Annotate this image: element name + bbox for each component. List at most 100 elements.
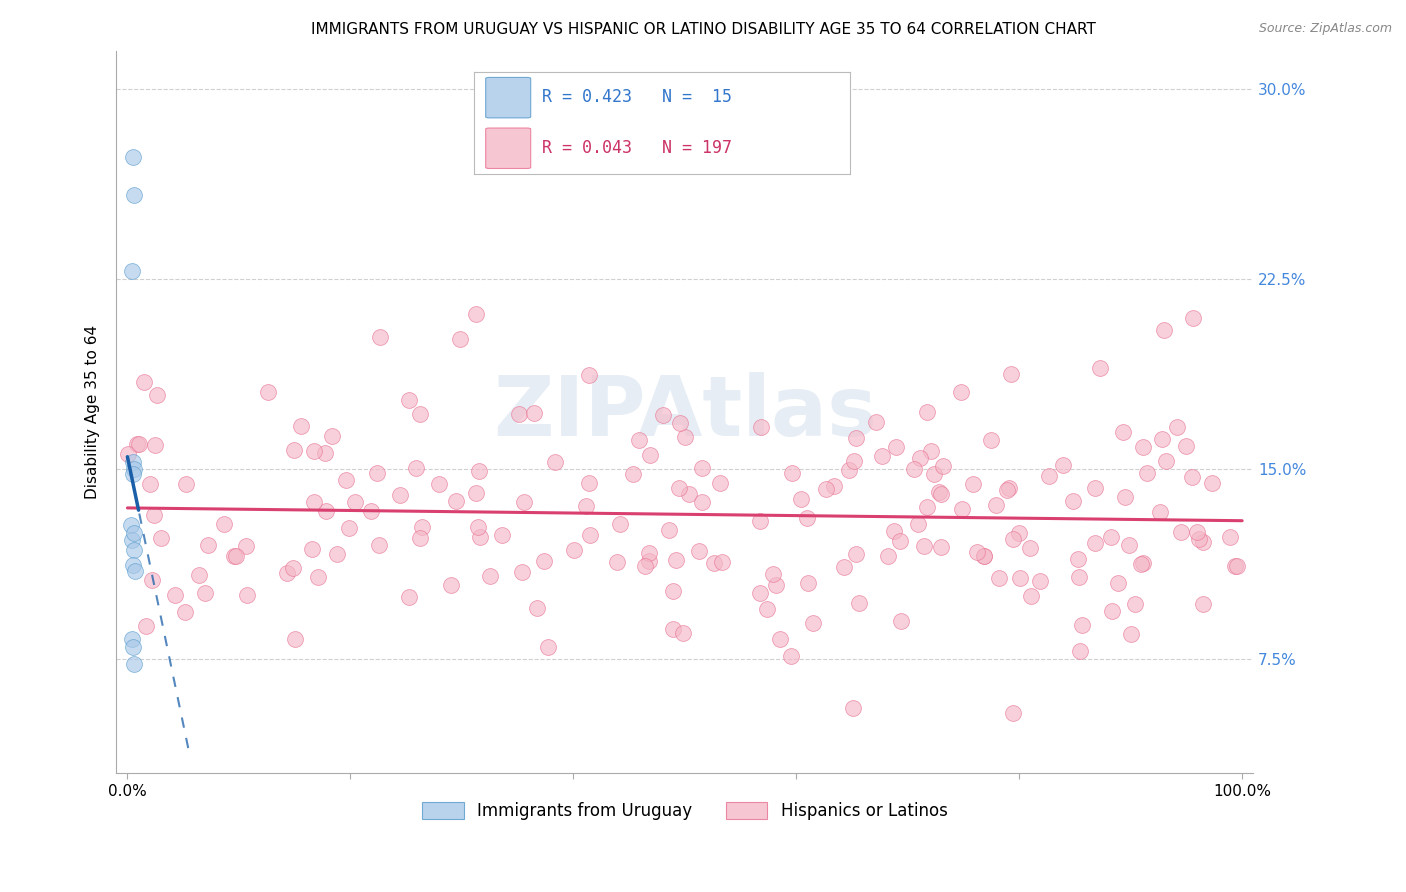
Text: ZIPAtlas: ZIPAtlas — [494, 372, 877, 452]
Point — [623, 467, 645, 481]
Point — [188, 567, 211, 582]
Point — [1002, 706, 1025, 720]
Point — [883, 524, 905, 538]
Point — [890, 614, 912, 628]
Point — [1001, 532, 1024, 546]
Point — [1170, 525, 1192, 540]
Point — [865, 415, 887, 429]
Point — [146, 388, 169, 402]
Point — [134, 376, 156, 390]
Point — [1052, 458, 1074, 473]
Point — [141, 573, 163, 587]
Point — [1132, 556, 1154, 570]
Point — [1191, 597, 1213, 611]
Point — [1107, 576, 1129, 591]
Point — [491, 528, 513, 542]
Point — [1019, 541, 1042, 555]
Point — [194, 586, 217, 600]
Point — [122, 558, 145, 573]
Point — [848, 595, 870, 609]
Point — [398, 393, 420, 408]
Point — [575, 499, 598, 513]
Point — [128, 437, 150, 451]
Point — [335, 473, 357, 487]
Point — [1101, 604, 1123, 618]
Point — [1201, 476, 1223, 491]
Point — [174, 605, 197, 619]
Point — [1185, 524, 1208, 539]
Point — [368, 330, 391, 344]
Point — [174, 477, 197, 491]
Point — [915, 500, 938, 514]
Point — [929, 540, 952, 554]
Point — [973, 549, 995, 563]
Point — [405, 460, 427, 475]
Point — [122, 640, 145, 654]
Point — [710, 555, 733, 569]
Point — [468, 530, 491, 544]
Point — [672, 626, 695, 640]
Point — [302, 443, 325, 458]
Point — [579, 528, 602, 542]
Point — [465, 307, 488, 321]
Point — [920, 444, 942, 458]
Point — [998, 481, 1021, 495]
Point — [1028, 574, 1050, 589]
Point — [634, 558, 657, 573]
Point — [366, 466, 388, 480]
Point — [510, 565, 533, 579]
Point — [537, 640, 560, 654]
Point — [692, 494, 714, 508]
Point — [122, 188, 145, 202]
Point — [749, 514, 772, 528]
Point — [290, 418, 312, 433]
Point — [1225, 558, 1247, 573]
Point — [1153, 323, 1175, 337]
Point — [987, 571, 1010, 585]
Point — [479, 569, 502, 583]
Point — [1066, 552, 1088, 566]
Text: IMMIGRANTS FROM URUGUAY VS HISPANIC OR LATINO DISABILITY AGE 35 TO 64 CORRELATIO: IMMIGRANTS FROM URUGUAY VS HISPANIC OR L… — [311, 22, 1095, 37]
Point — [749, 586, 772, 600]
Legend: Immigrants from Uruguay, Hispanics or Latinos: Immigrants from Uruguay, Hispanics or La… — [415, 795, 955, 827]
Point — [928, 485, 950, 500]
Point — [815, 483, 838, 497]
Point — [427, 476, 450, 491]
Point — [889, 533, 911, 548]
Point — [544, 454, 567, 468]
Point — [1067, 569, 1090, 583]
Point — [122, 150, 145, 164]
Point — [440, 578, 463, 592]
Point — [908, 451, 931, 466]
Point — [640, 448, 662, 462]
Point — [907, 516, 929, 531]
Point — [842, 700, 865, 714]
Point — [120, 517, 142, 532]
Point — [709, 476, 731, 491]
Point — [845, 547, 868, 561]
Point — [668, 416, 690, 430]
Point — [755, 602, 778, 616]
Point — [122, 543, 145, 558]
Point — [444, 494, 467, 508]
Point — [658, 523, 681, 537]
Point — [212, 516, 235, 531]
Point — [1181, 470, 1204, 484]
Point — [122, 467, 145, 482]
Point — [139, 476, 162, 491]
Point — [523, 406, 546, 420]
Point — [344, 495, 367, 509]
Point — [1154, 453, 1177, 467]
Point — [197, 538, 219, 552]
Point — [236, 589, 259, 603]
Point — [915, 405, 938, 419]
Point — [224, 549, 246, 564]
Point — [950, 502, 973, 516]
Point — [962, 476, 984, 491]
Point — [870, 449, 893, 463]
Point — [1038, 469, 1060, 483]
Point — [762, 567, 785, 582]
Point — [689, 544, 711, 558]
Point — [662, 622, 685, 636]
Point — [468, 465, 491, 479]
